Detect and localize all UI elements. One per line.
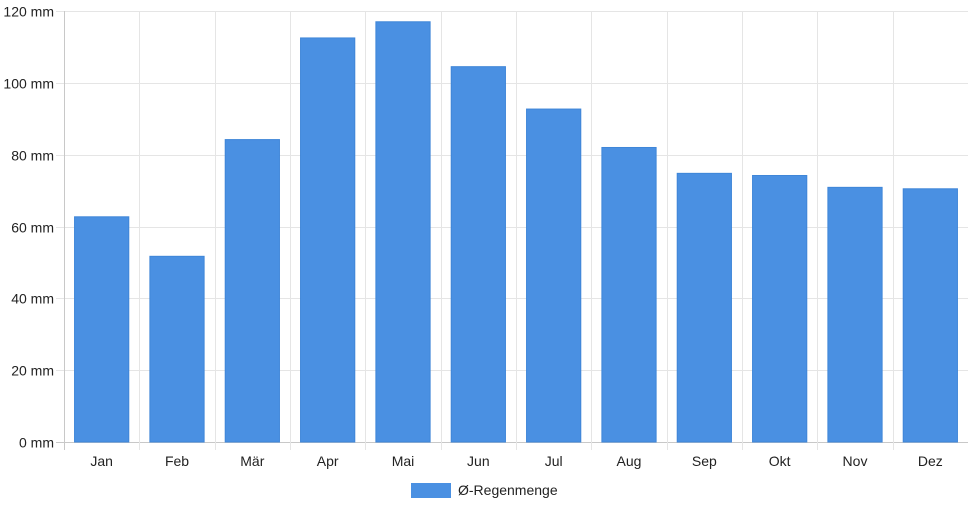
x-tick-label: Jul — [545, 453, 563, 469]
grid-lines — [56, 11, 968, 450]
x-tick-label: Apr — [317, 453, 339, 469]
legend-label[interactable]: Ø-Regenmenge — [458, 482, 558, 498]
y-tick-label: 20 mm — [11, 363, 54, 379]
bar-sep[interactable] — [676, 172, 732, 443]
y-axis-tick-labels: 0 mm 20 mm 40 mm 60 mm 80 mm 100 mm 120 mm — [3, 4, 54, 451]
y-tick-label: 60 mm — [11, 220, 54, 236]
y-tick-label: 120 mm — [3, 4, 54, 20]
bar-jun[interactable] — [450, 66, 506, 443]
x-axis-tick-labels: Jan Feb Mär Apr Mai Jun Jul Aug Sep Okt Nov Dez — [90, 453, 942, 469]
y-tick-label: 100 mm — [3, 76, 54, 92]
bar-jul[interactable] — [526, 108, 582, 443]
legend[interactable]: Ø-Regenmenge — [411, 482, 558, 498]
y-tick-label: 40 mm — [11, 291, 54, 307]
x-tick-label: Dez — [918, 453, 943, 469]
y-tick-label: 80 mm — [11, 148, 54, 164]
x-tick-label: Sep — [692, 453, 717, 469]
x-tick-label: Jan — [90, 453, 113, 469]
x-tick-label: Okt — [769, 453, 791, 469]
bars — [74, 21, 958, 443]
bar-okt[interactable] — [752, 174, 808, 443]
bar-aug[interactable] — [601, 146, 657, 443]
x-tick-label: Mai — [392, 453, 415, 469]
legend-swatch[interactable] — [411, 483, 451, 498]
bar-mai[interactable] — [375, 21, 431, 443]
bar-dez[interactable] — [902, 188, 958, 443]
x-tick-label: Jun — [467, 453, 490, 469]
bar-apr[interactable] — [300, 37, 356, 443]
x-tick-label: Nov — [843, 453, 868, 469]
x-tick-label: Aug — [617, 453, 642, 469]
x-tick-label: Mär — [240, 453, 264, 469]
x-tick-label: Feb — [165, 453, 189, 469]
bar-jan[interactable] — [74, 216, 130, 443]
bar-mär[interactable] — [224, 139, 280, 443]
bar-nov[interactable] — [827, 186, 883, 443]
y-tick-label: 0 mm — [19, 435, 54, 451]
bar-feb[interactable] — [149, 255, 205, 443]
